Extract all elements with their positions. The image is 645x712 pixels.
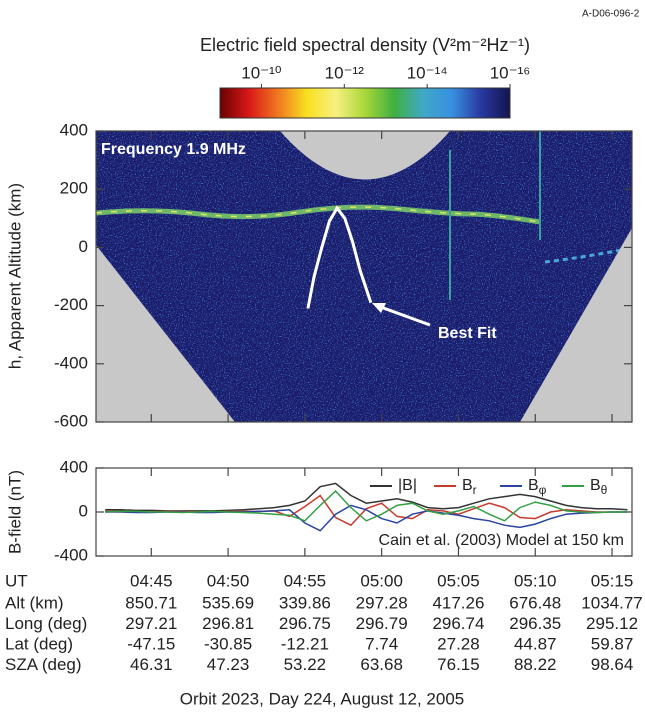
x-tick-label: 05:15 — [591, 571, 634, 590]
table-cell: 296.81 — [202, 614, 254, 633]
y-tick-label: -400 — [54, 353, 88, 372]
table-cell: 59.87 — [591, 634, 634, 653]
arrow-shaft — [377, 304, 431, 327]
radargram — [96, 131, 632, 422]
legend-label: Bθ — [590, 477, 608, 497]
y-tick-label: -200 — [54, 295, 88, 314]
row-label: Long (deg) — [5, 614, 87, 633]
y-axis-label: h, Apparent Altitude (km) — [5, 183, 24, 369]
y-tick-label: 400 — [60, 120, 88, 139]
table-cell: 296.35 — [509, 614, 561, 633]
table-cell: -12.21 — [281, 634, 329, 653]
best-fit-label: Best Fit — [438, 325, 497, 342]
colorbar-tick-label: 10⁻¹⁴ — [407, 63, 448, 82]
caption: Orbit 2023, Day 224, August 12, 2005 — [180, 689, 464, 708]
legend-label: |B| — [398, 477, 417, 494]
x-tick-label: 05:05 — [437, 571, 480, 590]
colorbar-tick-label: 10⁻¹⁶ — [490, 63, 531, 82]
y-tick-label: 0 — [79, 237, 88, 256]
table-cell: 76.15 — [437, 655, 480, 674]
surface-echo — [544, 246, 632, 264]
table-cell: 295.12 — [586, 614, 638, 633]
x-axis-label: UT — [5, 571, 28, 590]
table-cell: 850.71 — [125, 593, 177, 612]
no-data-region — [280, 131, 450, 180]
table-cell: 53.22 — [284, 655, 327, 674]
x-tick-label: 05:10 — [514, 571, 557, 590]
data-line — [306, 205, 373, 309]
table-cell: 98.64 — [591, 655, 634, 674]
row-label: Lat (deg) — [5, 634, 73, 653]
y-tick-label: -600 — [54, 411, 88, 430]
arrow-head — [372, 303, 386, 313]
x-tick-label: 04:45 — [130, 571, 173, 590]
figure-id: A-D06-096-2 — [582, 9, 640, 20]
table-cell: 535.69 — [202, 593, 254, 612]
row-label: Alt (km) — [5, 593, 64, 612]
x-tick-label: 04:50 — [207, 571, 250, 590]
table-cell: 339.86 — [279, 593, 331, 612]
colorbar — [219, 87, 511, 119]
table-cell: 46.31 — [130, 655, 173, 674]
data-line — [105, 490, 628, 522]
table-cell: 296.74 — [432, 614, 484, 633]
x-tick-label: 04:55 — [284, 571, 327, 590]
table-cell: -30.85 — [204, 634, 252, 653]
data-line — [105, 504, 628, 532]
table-cell: 1034.77 — [581, 593, 642, 612]
y-tick-label: -400 — [54, 545, 88, 564]
legend-label: Bφ — [528, 477, 547, 497]
y-tick-label: 0 — [79, 501, 88, 520]
model-note: Cain et al. (2003) Model at 150 km — [379, 532, 624, 549]
table-cell: 47.23 — [207, 655, 250, 674]
y-axis-label: B-field (nT) — [5, 470, 24, 554]
table-cell: 417.26 — [432, 593, 484, 612]
table-cell: 297.28 — [356, 593, 408, 612]
row-label: SZA (deg) — [5, 655, 82, 674]
table-cell: -47.15 — [127, 634, 175, 653]
legend-label: Br — [462, 477, 477, 497]
table-cell: 44.87 — [514, 634, 557, 653]
x-tick-label: 05:00 — [360, 571, 403, 590]
table-cell: 296.75 — [279, 614, 331, 633]
y-tick-label: 400 — [60, 457, 88, 476]
ionosphere-echo-bright — [96, 206, 541, 223]
y-tick-label: 200 — [60, 179, 88, 198]
table-cell: 7.74 — [365, 634, 398, 653]
plot-frame — [95, 130, 633, 423]
data-line — [105, 482, 628, 512]
colorbar-tick-label: 10⁻¹⁰ — [241, 63, 282, 82]
table-cell: 296.79 — [356, 614, 408, 633]
frequency-label: Frequency 1.9 MHz — [101, 141, 246, 158]
colorbar-title: Electric field spectral density (V²m⁻²Hz… — [200, 35, 530, 55]
table-cell: 297.21 — [125, 614, 177, 633]
table-cell: 27.28 — [437, 634, 480, 653]
table-cell: 676.48 — [509, 593, 561, 612]
colorbar-tick-label: 10⁻¹² — [325, 63, 365, 82]
table-cell: 88.22 — [514, 655, 557, 674]
table-cell: 63.68 — [360, 655, 403, 674]
